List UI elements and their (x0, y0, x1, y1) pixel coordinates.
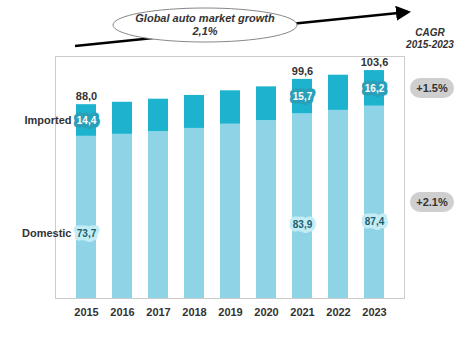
svg-text:16,2: 16,2 (365, 83, 385, 94)
svg-text:2016: 2016 (110, 306, 134, 318)
svg-text:99,6: 99,6 (292, 65, 313, 77)
svg-text:88,0: 88,0 (76, 90, 97, 102)
svg-text:2021: 2021 (290, 306, 314, 318)
svg-text:2020: 2020 (254, 306, 278, 318)
svg-text:Imported: Imported (24, 114, 71, 126)
svg-text:15,7: 15,7 (293, 91, 313, 102)
svg-text:2022: 2022 (326, 306, 350, 318)
svg-text:87,4: 87,4 (365, 216, 385, 227)
svg-text:2019: 2019 (218, 306, 242, 318)
svg-text:Global auto market growth: Global auto market growth (135, 12, 275, 24)
svg-text:73,7: 73,7 (77, 228, 97, 239)
svg-text:2015: 2015 (74, 306, 98, 318)
svg-text:CAGR2015-2023: CAGR2015-2023 (405, 27, 454, 50)
html-text:+1.5%: +1.5% (416, 81, 448, 94)
svg-text:14,4: 14,4 (77, 115, 97, 126)
svg-text:2023: 2023 (362, 306, 386, 318)
svg-text:103,6: 103,6 (361, 56, 389, 68)
svg-text:83,9: 83,9 (293, 219, 313, 230)
svg-text:2,1%: 2,1% (191, 25, 217, 37)
svg-text:2017: 2017 (146, 306, 170, 318)
svg-text:Domestic: Domestic (22, 227, 72, 239)
svg-text:2018: 2018 (182, 306, 206, 318)
html-text:+2.1%: +2.1% (416, 195, 448, 208)
